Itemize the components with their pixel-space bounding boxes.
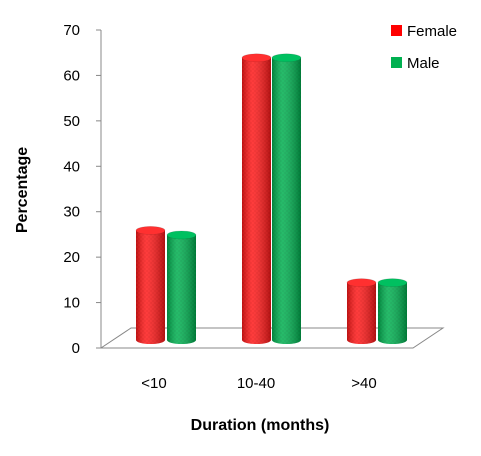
y-tick-label: 30 — [63, 204, 80, 221]
y-axis-title: Percentage — [14, 147, 31, 233]
legend-label-male: Male — [407, 55, 440, 72]
bar-male-2 — [377, 278, 408, 344]
y-tick-label: 20 — [63, 249, 80, 266]
x-axis-title: Duration (months) — [191, 417, 330, 434]
bar-male-1 — [271, 53, 302, 345]
bar-female-1 — [241, 53, 272, 345]
x-tick-label: >40 — [351, 375, 376, 392]
legend-swatch-female — [391, 25, 402, 36]
y-tick-label: 50 — [63, 113, 80, 130]
legend-swatch-male — [391, 57, 402, 68]
y-tick-label: 40 — [63, 158, 80, 175]
x-axis-ticks: <10 10-40 >40 — [141, 375, 376, 392]
y-tick-label: 0 — [72, 340, 80, 357]
bars-group — [135, 53, 408, 345]
legend-label-female: Female — [407, 23, 457, 40]
bar-male-0 — [166, 230, 197, 344]
x-tick-label: <10 — [141, 375, 166, 392]
legend: Female Male — [391, 23, 457, 72]
y-axis-ticks: 0 10 20 30 40 50 60 70 — [63, 22, 101, 357]
bar-female-2 — [346, 278, 377, 344]
y-tick-label: 10 — [63, 295, 80, 312]
bar-female-0 — [135, 226, 166, 344]
y-tick-label: 70 — [63, 22, 80, 39]
x-tick-label: 10-40 — [237, 375, 275, 392]
y-tick-label: 60 — [63, 67, 80, 84]
